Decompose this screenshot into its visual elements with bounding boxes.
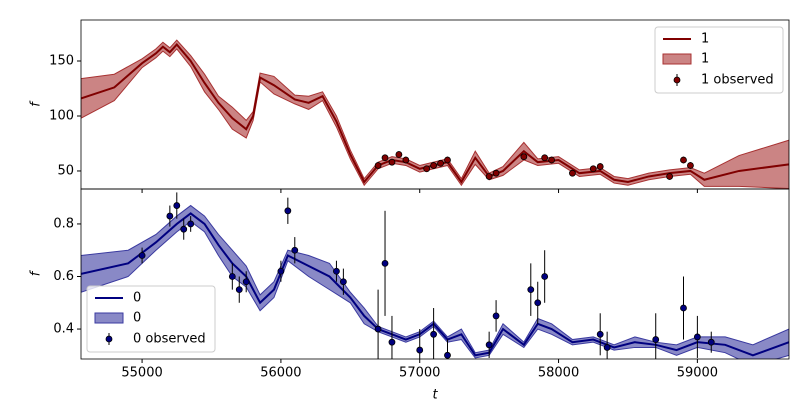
observed-point	[374, 325, 382, 333]
observed-point	[444, 156, 451, 164]
x-tick-label: 59000	[677, 366, 718, 381]
observed-point	[235, 286, 243, 294]
y-tick-label: 150	[49, 54, 74, 69]
legend-marker	[673, 76, 681, 84]
y-tick-label: 100	[49, 108, 74, 123]
legend-marker	[105, 335, 113, 343]
observed-point	[187, 220, 195, 228]
legend-label: 1 observed	[701, 73, 774, 88]
x-tick-label: 58000	[538, 366, 579, 381]
axes-frame	[80, 188, 790, 360]
observed-point	[492, 169, 500, 177]
observed-point	[374, 162, 382, 169]
observed-point	[666, 173, 674, 180]
observed-point	[693, 333, 701, 341]
observed-point	[173, 202, 181, 209]
observed-point	[707, 338, 715, 346]
legend-box	[86, 285, 216, 353]
observed-point	[277, 267, 285, 275]
legend-label: 0	[133, 311, 141, 326]
y-tick-label: 0.6	[53, 269, 74, 284]
y-tick-label: 0.8	[53, 216, 74, 231]
observed-point	[291, 246, 299, 254]
legend-patch	[662, 53, 692, 65]
confidence-band	[81, 39, 789, 189]
observed-point	[569, 169, 576, 177]
observed-point	[423, 165, 431, 173]
observed-point	[437, 159, 444, 167]
legend-label: 0 observed	[133, 332, 206, 347]
observed-point	[444, 351, 451, 359]
observed-point	[485, 341, 493, 349]
observed-point	[381, 259, 389, 267]
observed-point	[166, 212, 174, 220]
observed-point	[596, 163, 604, 170]
observed-point	[284, 207, 292, 215]
axes	[81, 192, 789, 359]
observed-point	[596, 330, 604, 338]
observed-point	[430, 330, 438, 338]
observed-point	[541, 273, 549, 280]
observed-point	[416, 346, 424, 354]
y-axis-label: f	[29, 100, 44, 107]
observed-point	[333, 267, 340, 275]
observed-point	[548, 156, 556, 164]
observed-point	[381, 154, 389, 162]
y-tick-label: 50	[57, 163, 74, 178]
x-tick-label: 56000	[260, 366, 301, 381]
observed-point	[680, 156, 687, 164]
observed-point	[652, 336, 660, 343]
observed-point	[180, 225, 188, 233]
observed-point	[339, 278, 347, 286]
legend: 0 0 0 observed	[86, 285, 216, 353]
observed-point	[603, 344, 611, 351]
observed-point	[388, 158, 396, 166]
line	[81, 42, 789, 184]
legend-label: 0	[133, 291, 141, 306]
x-axis-label: t	[432, 388, 438, 400]
observed-point	[395, 151, 403, 158]
observed-point	[534, 299, 542, 307]
observed-point	[138, 252, 146, 259]
observed-point	[430, 162, 438, 169]
legend-box	[654, 26, 784, 94]
y-axis-label: f	[29, 269, 44, 276]
observed-point	[687, 162, 694, 169]
legend-patch	[94, 312, 124, 324]
observed-point	[680, 304, 687, 312]
observed-point	[520, 153, 528, 161]
observed-point	[402, 156, 410, 164]
observed-point	[228, 273, 236, 280]
observed-point	[388, 338, 396, 346]
y-tick-label: 0.4	[53, 322, 74, 337]
observed-point	[492, 312, 500, 320]
x-tick-label: 57000	[399, 366, 440, 381]
legend: 1 1 1 observed	[654, 26, 784, 94]
observed-point	[485, 173, 493, 180]
legend-label: 1	[701, 52, 709, 67]
observed-point	[589, 165, 597, 173]
observed-point	[541, 154, 549, 162]
axes	[81, 39, 789, 189]
observed-point	[242, 278, 250, 286]
observed-point	[527, 286, 535, 294]
x-tick-label: 55000	[121, 366, 162, 381]
legend-label: 1	[701, 32, 709, 47]
